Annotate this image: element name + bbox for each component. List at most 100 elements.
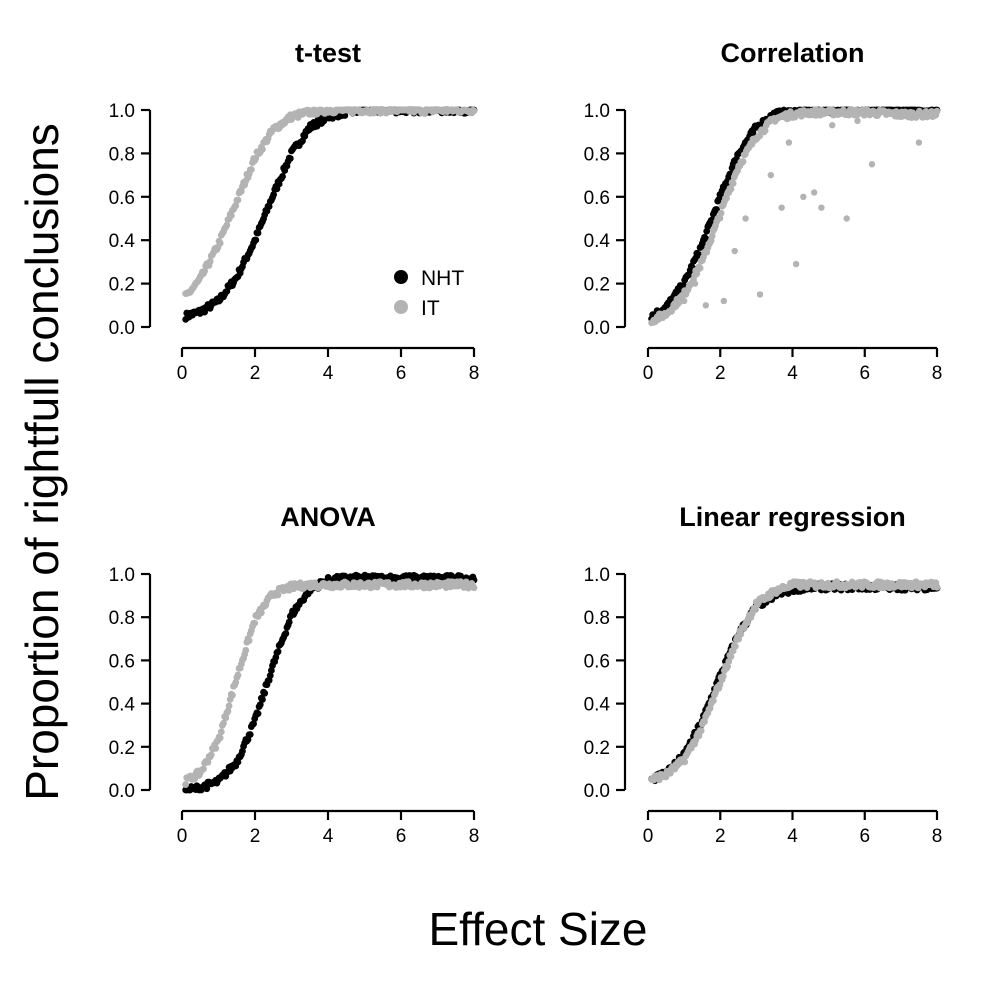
data-point-nht: [203, 785, 211, 793]
y-tick-label: 0.6: [109, 651, 135, 672]
data-point-it: [785, 139, 793, 146]
data-point-it: [729, 179, 737, 187]
data-point-it: [470, 107, 478, 115]
panel-title: Correlation: [720, 38, 864, 68]
data-point-it: [234, 196, 242, 204]
data-point-it: [933, 583, 941, 591]
y-tick-label: 0.8: [584, 144, 610, 165]
x-tick-label: 2: [715, 363, 726, 384]
x-tick-label: 6: [396, 826, 407, 847]
y-tick-label: 0.2: [109, 738, 135, 759]
data-point-nht: [286, 155, 294, 162]
data-point-nht: [702, 235, 710, 242]
y-axis-label: Proportion of rightfull conclusions: [16, 123, 68, 801]
x-tick-label: 0: [177, 363, 188, 384]
legend-marker-it: [394, 300, 408, 314]
x-axis-label: Effect Size: [428, 903, 647, 955]
y-tick-label: 0.4: [109, 231, 136, 252]
data-point-nht: [274, 648, 282, 656]
data-point-it: [727, 653, 735, 661]
data-point-it: [234, 671, 242, 679]
data-point-it: [829, 121, 836, 129]
x-tick-label: 0: [643, 826, 654, 847]
y-tick-label: 0.0: [584, 781, 610, 802]
y-tick-label: 0.0: [109, 318, 135, 339]
x-tick-label: 4: [323, 363, 334, 384]
x-tick-label: 2: [250, 363, 261, 384]
data-point-it: [200, 765, 207, 773]
y-tick-label: 0.6: [584, 188, 610, 209]
data-point-it: [731, 247, 738, 255]
x-tick-label: 6: [396, 363, 407, 384]
y-tick-label: 0.8: [584, 608, 610, 629]
y-tick-label: 0.4: [584, 695, 611, 716]
data-point-nht: [279, 173, 286, 180]
data-point-it: [217, 728, 225, 736]
data-point-it: [810, 189, 818, 196]
data-point-it: [930, 111, 937, 118]
data-point-it: [778, 204, 785, 211]
data-point-nht: [254, 710, 262, 718]
panel-title: ANOVA: [280, 502, 376, 532]
data-point-nht: [266, 672, 274, 680]
data-point-it: [709, 697, 717, 705]
data-point-it: [216, 734, 224, 742]
y-tick-label: 0.0: [109, 781, 135, 802]
data-point-it: [470, 584, 478, 592]
data-point-it: [854, 117, 861, 125]
x-tick-label: 6: [859, 363, 870, 384]
data-point-it: [680, 297, 688, 305]
legend-label-nht: NHT: [421, 267, 464, 290]
x-tick-label: 4: [787, 363, 798, 384]
x-tick-label: 8: [932, 826, 943, 847]
data-point-it: [800, 193, 807, 200]
y-tick-label: 0.8: [109, 144, 135, 165]
data-point-nht: [246, 731, 254, 738]
data-point-nht: [261, 689, 269, 697]
data-point-it: [843, 215, 850, 222]
data-point-it: [245, 637, 253, 645]
x-tick-label: 2: [715, 826, 726, 847]
data-point-it: [204, 758, 212, 766]
x-tick-label: 6: [859, 826, 870, 847]
y-tick-label: 0.8: [109, 608, 135, 629]
y-tick-label: 0.6: [584, 651, 610, 672]
data-point-it: [207, 751, 215, 759]
data-point-it: [708, 232, 716, 240]
y-tick-label: 0.2: [584, 275, 610, 296]
data-point-it: [894, 113, 901, 120]
data-point-it: [201, 267, 208, 275]
data-point-it: [915, 139, 923, 146]
data-point-it: [182, 781, 190, 788]
data-point-it: [868, 161, 876, 168]
legend-marker-nht: [394, 270, 408, 284]
data-point-nht: [270, 191, 278, 198]
x-tick-label: 8: [469, 826, 480, 847]
data-point-it: [767, 593, 775, 600]
data-point-it: [257, 609, 265, 617]
y-tick-label: 0.2: [109, 275, 135, 296]
data-point-it: [675, 298, 683, 306]
data-point-it: [229, 691, 236, 699]
y-tick-label: 0.4: [109, 695, 136, 716]
data-point-nht: [250, 720, 257, 728]
x-tick-label: 2: [250, 826, 261, 847]
data-point-it: [720, 297, 728, 305]
data-point-nht: [259, 696, 266, 703]
data-point-nht: [254, 229, 262, 237]
data-point-it: [696, 264, 704, 272]
data-point-it: [731, 642, 739, 650]
data-point-it: [697, 727, 705, 735]
x-tick-label: 8: [932, 363, 943, 384]
y-tick-label: 0.4: [584, 231, 611, 252]
data-point-it: [242, 646, 250, 654]
data-point-it: [727, 185, 735, 193]
data-point-it: [742, 215, 749, 222]
legend-label-it: IT: [421, 297, 440, 320]
data-point-nht: [252, 236, 260, 244]
y-tick-label: 0.6: [109, 188, 135, 209]
data-point-nht: [285, 618, 293, 626]
y-tick-label: 1.0: [584, 101, 610, 122]
x-tick-label: 0: [177, 826, 188, 847]
